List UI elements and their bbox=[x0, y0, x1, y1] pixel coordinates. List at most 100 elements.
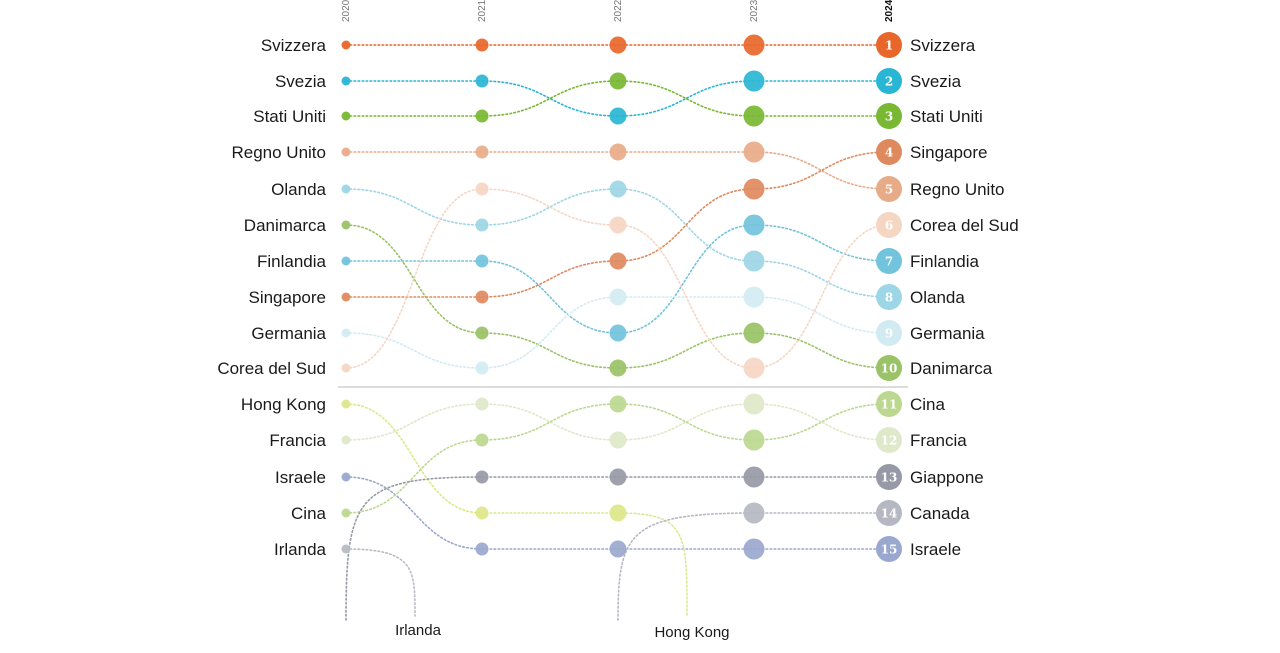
link-israele-2020 bbox=[345, 476, 483, 550]
link-olanda-2023 bbox=[753, 260, 890, 298]
node-finlandia-2021 bbox=[475, 254, 489, 268]
left-label-singapore: Singapore bbox=[248, 288, 326, 307]
node-svezia-2020 bbox=[341, 76, 351, 86]
exit-irlanda bbox=[345, 548, 416, 617]
node-svezia-2023 bbox=[743, 70, 765, 92]
left-label-finlandia: Finlandia bbox=[257, 252, 327, 271]
node-singapore-2021 bbox=[475, 290, 489, 304]
right-label-francia: Francia bbox=[910, 431, 967, 450]
left-label-svezia: Svezia bbox=[275, 72, 327, 91]
year-label-2020: 2020 bbox=[341, 0, 352, 22]
link-cina-2022 bbox=[617, 403, 755, 441]
right-label-svezia: Svezia bbox=[910, 72, 962, 91]
year-label-2021: 2021 bbox=[477, 0, 488, 22]
link-francia-2020 bbox=[345, 403, 483, 441]
left-label-israele: Israele bbox=[275, 468, 326, 487]
node-singapore-2023 bbox=[743, 178, 765, 200]
node-svizzera-2024 bbox=[876, 32, 902, 58]
rank-number-13: 13 bbox=[881, 470, 898, 484]
node-svezia-2022 bbox=[609, 107, 627, 125]
right-label-germania: Germania bbox=[910, 324, 985, 343]
node-germania-2022 bbox=[609, 288, 627, 306]
rank-number-2: 2 bbox=[885, 74, 893, 88]
right-label-svizzera: Svizzera bbox=[910, 36, 976, 55]
node-danimarca-2024 bbox=[876, 355, 902, 381]
node-francia-2022 bbox=[609, 431, 627, 449]
rank-number-11: 11 bbox=[881, 397, 898, 411]
node-cina-2023 bbox=[743, 429, 765, 451]
year-label-2024: 2024 bbox=[884, 0, 895, 22]
left-label-svizzera: Svizzera bbox=[261, 36, 327, 55]
year-label-2022: 2022 bbox=[613, 0, 624, 22]
entry-canada bbox=[617, 512, 755, 621]
node-corea-del-sud-2021 bbox=[475, 182, 489, 196]
left-label-stati-uniti: Stati Uniti bbox=[253, 107, 326, 126]
left-label-hong-kong: Hong Kong bbox=[241, 395, 326, 414]
node-danimarca-2023 bbox=[743, 322, 765, 344]
node-svezia-2021 bbox=[475, 74, 489, 88]
right-country-labels: Svizzera Svezia Stati Uniti Singapore Regno … bbox=[910, 36, 1019, 559]
link-corea-del-sud-2022 bbox=[617, 224, 755, 369]
node-germania-2021 bbox=[475, 361, 489, 375]
right-label-corea-del-sud: Corea del Sud bbox=[910, 216, 1019, 235]
node-corea-del-sud-2020 bbox=[341, 363, 351, 373]
link-stati-uniti-2021 bbox=[481, 80, 619, 117]
node-singapore-2024 bbox=[876, 139, 902, 165]
node-olanda-2022 bbox=[609, 180, 627, 198]
node-giappone-2021 bbox=[475, 470, 489, 484]
node-corea-del-sud-2022 bbox=[609, 216, 627, 234]
link-danimarca-2020 bbox=[345, 224, 483, 334]
entry-exit-links bbox=[345, 476, 755, 621]
link-corea-del-sud-2021 bbox=[481, 188, 619, 226]
link-corea-del-sud-2023 bbox=[753, 224, 890, 369]
left-label-regno-unito: Regno Unito bbox=[231, 143, 326, 162]
node-canada-2023 bbox=[743, 502, 765, 524]
rank-number-9: 9 bbox=[885, 326, 893, 340]
left-label-irlanda: Irlanda bbox=[274, 540, 327, 559]
node-giappone-2023 bbox=[743, 466, 765, 488]
rank-number-10: 10 bbox=[881, 361, 898, 375]
link-francia-2023 bbox=[753, 403, 890, 441]
node-svizzera-2022 bbox=[609, 36, 627, 54]
right-label-danimarca: Danimarca bbox=[910, 359, 993, 378]
node-israele-2020 bbox=[341, 472, 351, 482]
link-corea-del-sud-2020 bbox=[345, 188, 483, 369]
left-label-cina: Cina bbox=[291, 504, 327, 523]
link-germania-2023 bbox=[753, 296, 890, 334]
left-label-germania: Germania bbox=[251, 324, 326, 343]
node-stati-uniti-2024 bbox=[876, 103, 902, 129]
rank-number-7: 7 bbox=[885, 254, 893, 268]
link-singapore-2022 bbox=[617, 188, 755, 262]
link-svezia-2021 bbox=[481, 80, 619, 117]
node-stati-uniti-2021 bbox=[475, 109, 489, 123]
link-germania-2020 bbox=[345, 332, 483, 369]
link-cina-2023 bbox=[753, 403, 890, 441]
link-danimarca-2021 bbox=[481, 332, 619, 369]
rank-number-15: 15 bbox=[881, 542, 898, 556]
node-svezia-2024 bbox=[876, 68, 902, 94]
node-israele-2024 bbox=[876, 536, 902, 562]
node-finlandia-2023 bbox=[743, 214, 765, 236]
left-label-corea-del-sud: Corea del Sud bbox=[217, 359, 326, 378]
link-finlandia-2021 bbox=[481, 260, 619, 334]
right-label-canada: Canada bbox=[910, 504, 970, 523]
node-danimarca-2022 bbox=[609, 359, 627, 377]
year-label-2023: 2023 bbox=[749, 0, 760, 22]
node-francia-2023 bbox=[743, 393, 765, 415]
rank-number-6: 6 bbox=[885, 218, 893, 232]
node-olanda-2023 bbox=[743, 250, 765, 272]
node-stati-uniti-2020 bbox=[341, 111, 351, 121]
right-label-olanda: Olanda bbox=[910, 288, 965, 307]
node-svizzera-2020 bbox=[341, 40, 351, 50]
rank-number-8: 8 bbox=[885, 290, 893, 304]
link-svezia-2022 bbox=[617, 80, 755, 117]
node-corea-del-sud-2023 bbox=[743, 357, 765, 379]
node-corea-del-sud-2024 bbox=[876, 212, 902, 238]
node-francia-2021 bbox=[475, 397, 489, 411]
rank-links bbox=[345, 44, 890, 550]
link-danimarca-2022 bbox=[617, 332, 755, 369]
left-label-francia: Francia bbox=[269, 431, 326, 450]
node-regno-unito-2020 bbox=[341, 147, 351, 157]
rank-number-3: 3 bbox=[885, 109, 893, 123]
